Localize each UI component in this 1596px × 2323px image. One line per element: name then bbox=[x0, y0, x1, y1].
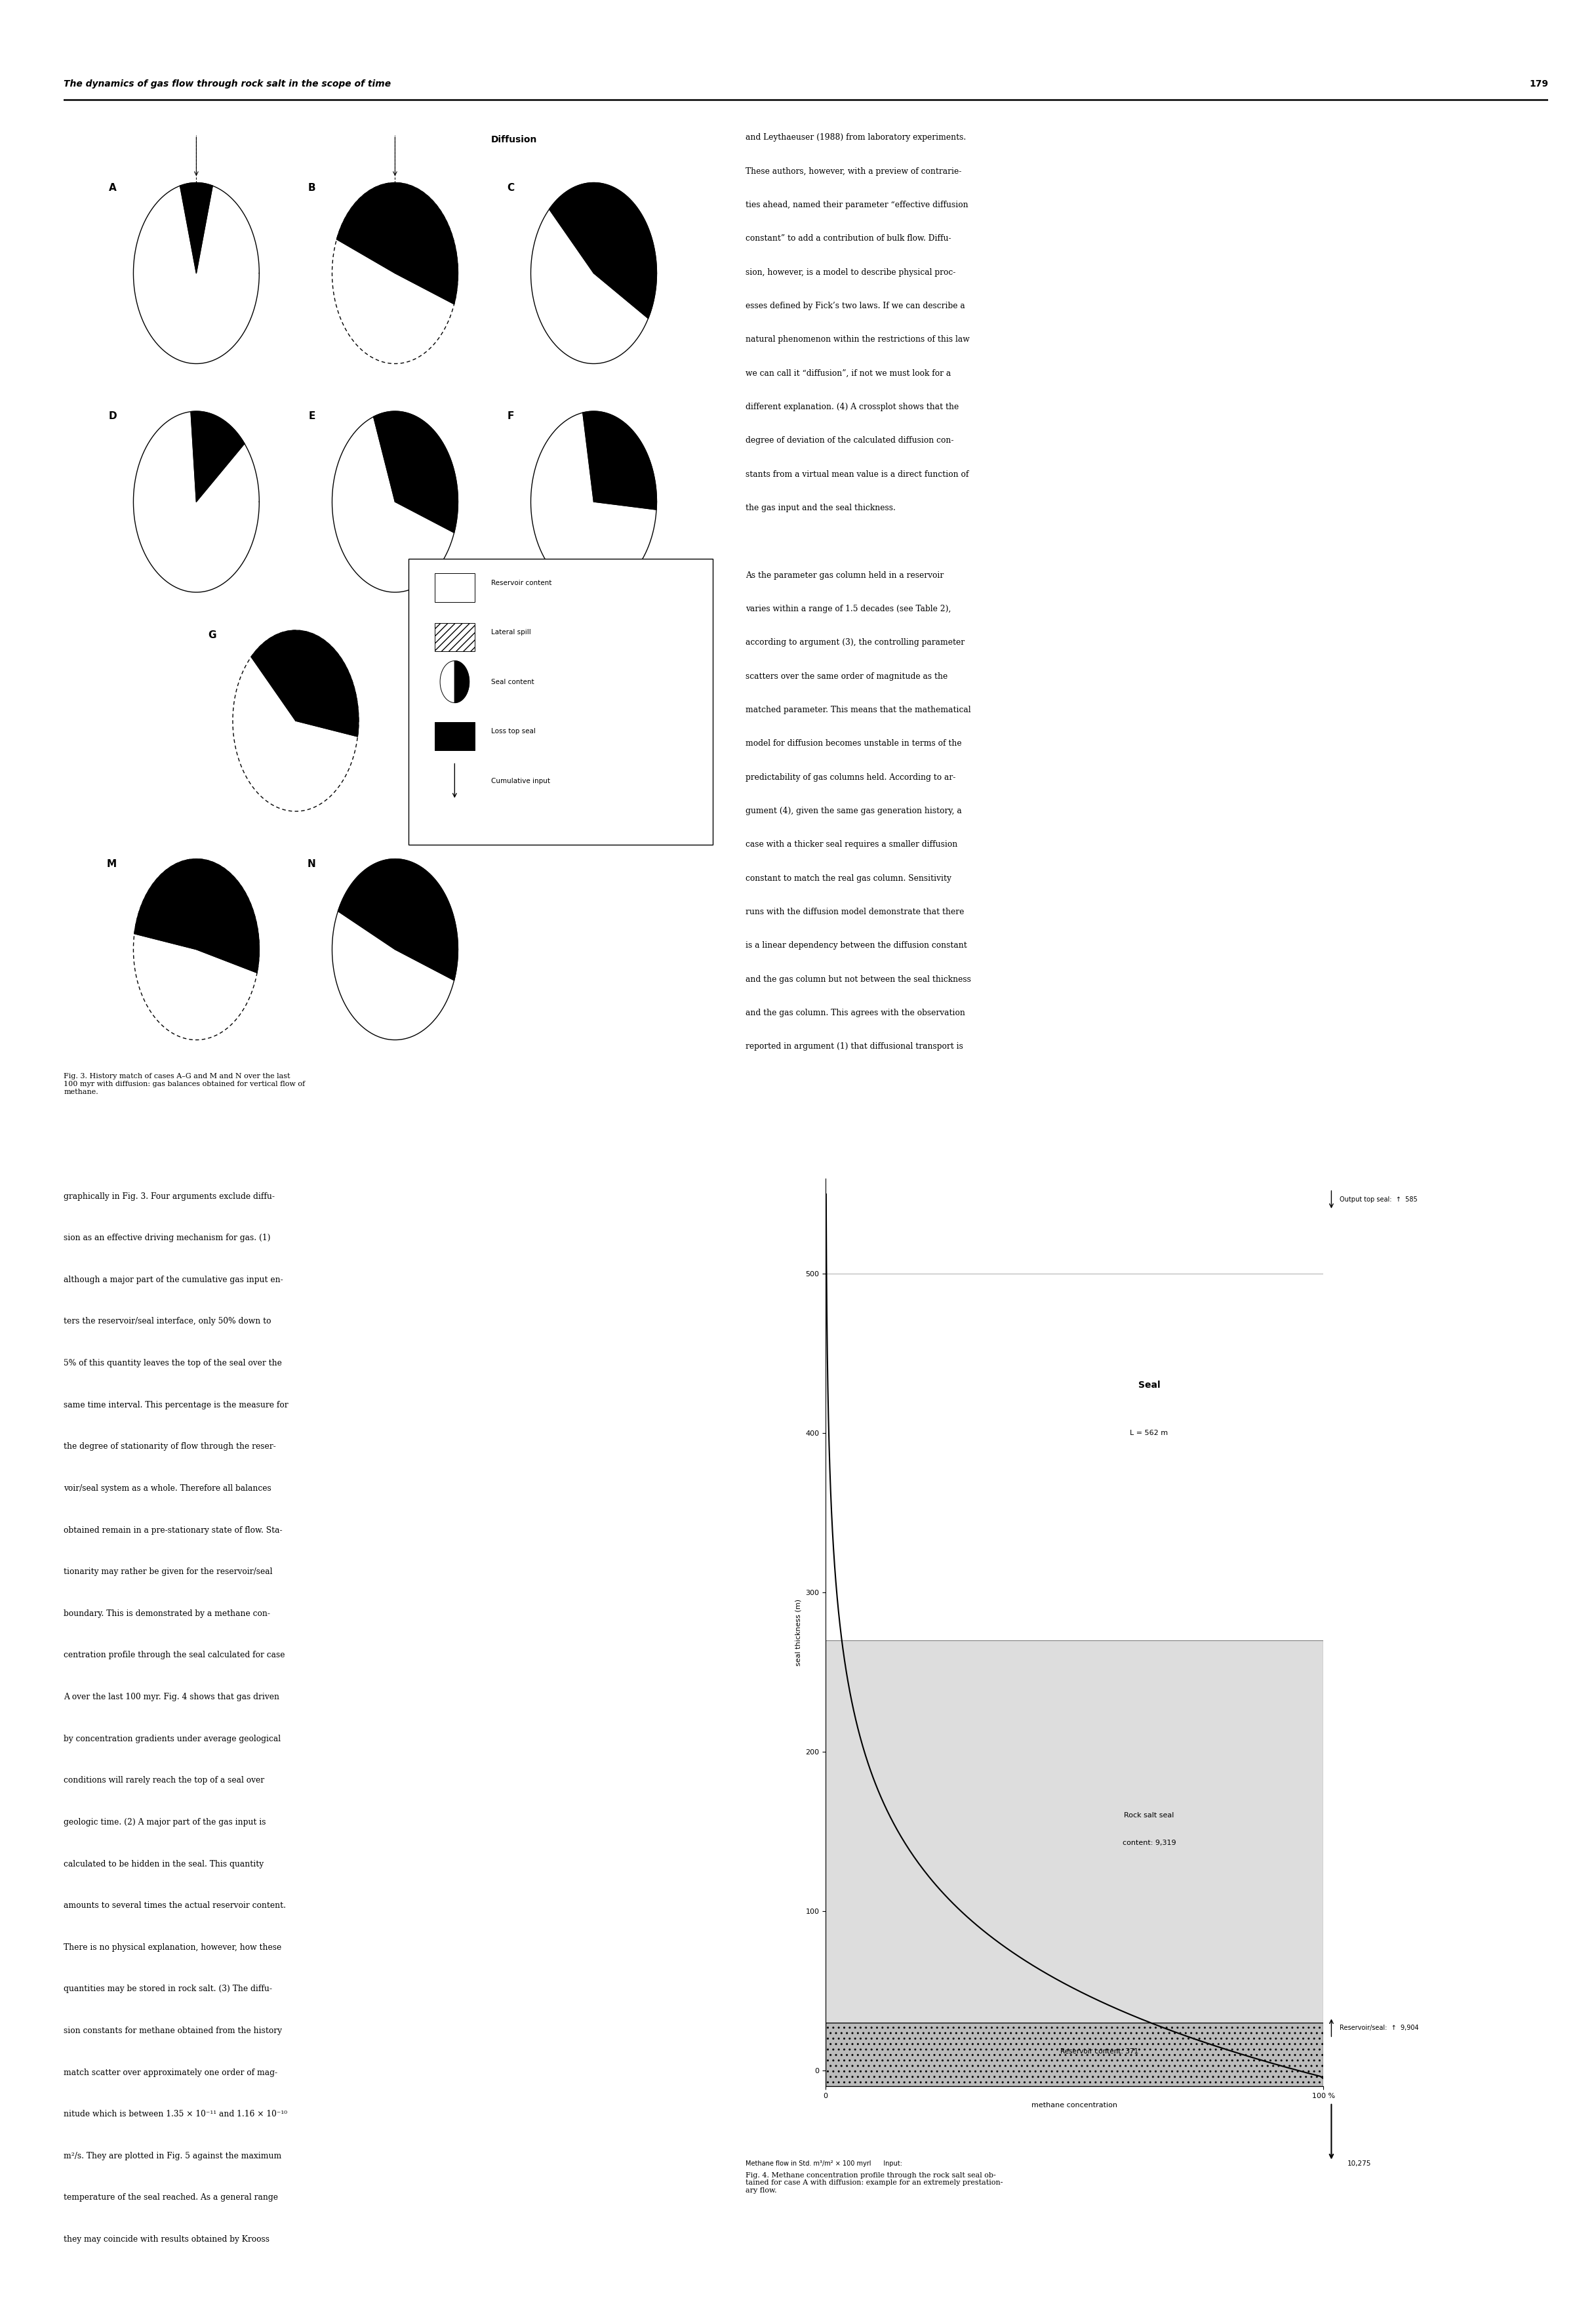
Text: voir/seal system as a whole. Therefore all balances: voir/seal system as a whole. Therefore a… bbox=[64, 1484, 271, 1494]
Text: These authors, however, with a preview of contrarie-: These authors, however, with a preview o… bbox=[745, 167, 961, 177]
Text: B: B bbox=[308, 184, 316, 193]
Text: graphically in Fig. 3. Four arguments exclude diffu-: graphically in Fig. 3. Four arguments ex… bbox=[64, 1192, 275, 1201]
Text: 10,275: 10,275 bbox=[1347, 2160, 1371, 2167]
Polygon shape bbox=[440, 660, 455, 704]
Text: conditions will rarely reach the top of a seal over: conditions will rarely reach the top of … bbox=[64, 1777, 265, 1784]
FancyBboxPatch shape bbox=[434, 623, 474, 650]
Text: temperature of the seal reached. As a general range: temperature of the seal reached. As a ge… bbox=[64, 2193, 278, 2202]
Text: Diffusion: Diffusion bbox=[492, 135, 538, 144]
Text: There is no physical explanation, however, how these: There is no physical explanation, howeve… bbox=[64, 1942, 282, 1951]
Text: tionarity may rather be given for the reservoir/seal: tionarity may rather be given for the re… bbox=[64, 1568, 273, 1575]
Polygon shape bbox=[180, 184, 212, 274]
Text: stants from a virtual mean value is a direct function of: stants from a virtual mean value is a di… bbox=[745, 469, 969, 479]
Text: nitude which is between 1.35 × 10⁻¹¹ and 1.16 × 10⁻¹⁰: nitude which is between 1.35 × 10⁻¹¹ and… bbox=[64, 2109, 287, 2119]
Text: scatters over the same order of magnitude as the: scatters over the same order of magnitud… bbox=[745, 671, 948, 681]
Text: centration profile through the seal calculated for case: centration profile through the seal calc… bbox=[64, 1652, 286, 1659]
Text: and the gas column but not between the seal thickness: and the gas column but not between the s… bbox=[745, 976, 970, 983]
Text: sion, however, is a model to describe physical proc-: sion, however, is a model to describe ph… bbox=[745, 267, 956, 276]
Text: The dynamics of gas flow through rock salt in the scope of time: The dynamics of gas flow through rock sa… bbox=[64, 79, 391, 88]
Polygon shape bbox=[549, 184, 656, 318]
Polygon shape bbox=[251, 630, 359, 736]
Text: D: D bbox=[109, 411, 117, 420]
Text: although a major part of the cumulative gas input en-: although a major part of the cumulative … bbox=[64, 1275, 284, 1285]
Text: Reservoir content: Reservoir content bbox=[492, 578, 552, 585]
Text: predictability of gas columns held. According to ar-: predictability of gas columns held. Acco… bbox=[745, 774, 956, 781]
Text: we can call it “diffusion”, if not we must look for a: we can call it “diffusion”, if not we mu… bbox=[745, 369, 951, 379]
Text: constant” to add a contribution of bulk flow. Diffu-: constant” to add a contribution of bulk … bbox=[745, 235, 951, 244]
Text: obtained remain in a pre-stationary state of flow. Sta-: obtained remain in a pre-stationary stat… bbox=[64, 1526, 282, 1536]
Text: same time interval. This percentage is the measure for: same time interval. This percentage is t… bbox=[64, 1401, 289, 1410]
Text: calculated to be hidden in the seal. This quantity: calculated to be hidden in the seal. Thi… bbox=[64, 1861, 263, 1868]
Text: by concentration gradients under average geological: by concentration gradients under average… bbox=[64, 1735, 281, 1742]
Text: Loss top seal: Loss top seal bbox=[492, 727, 536, 734]
Text: geologic time. (2) A major part of the gas input is: geologic time. (2) A major part of the g… bbox=[64, 1819, 267, 1826]
FancyBboxPatch shape bbox=[409, 560, 713, 846]
Text: constant to match the real gas column. Sensitivity: constant to match the real gas column. S… bbox=[745, 873, 951, 883]
Text: match scatter over approximately one order of mag-: match scatter over approximately one ord… bbox=[64, 2067, 278, 2077]
Text: N: N bbox=[306, 860, 316, 869]
Polygon shape bbox=[337, 184, 458, 304]
Text: M: M bbox=[107, 860, 117, 869]
Text: degree of deviation of the calculated diffusion con-: degree of deviation of the calculated di… bbox=[745, 437, 953, 446]
Text: different explanation. (4) A crossplot shows that the: different explanation. (4) A crossplot s… bbox=[745, 402, 959, 411]
Text: F: F bbox=[508, 411, 514, 420]
Text: runs with the diffusion model demonstrate that there: runs with the diffusion model demonstrat… bbox=[745, 908, 964, 915]
Polygon shape bbox=[373, 411, 458, 532]
Text: A: A bbox=[109, 184, 117, 193]
Text: E: E bbox=[308, 411, 316, 420]
Text: 179: 179 bbox=[1529, 79, 1548, 88]
Text: boundary. This is demonstrated by a methane con-: boundary. This is demonstrated by a meth… bbox=[64, 1610, 270, 1617]
Text: and the gas column. This agrees with the observation: and the gas column. This agrees with the… bbox=[745, 1008, 966, 1017]
Text: gument (4), given the same gas generation history, a: gument (4), given the same gas generatio… bbox=[745, 806, 961, 815]
Text: Lateral spill: Lateral spill bbox=[492, 630, 531, 637]
Polygon shape bbox=[134, 860, 259, 973]
Text: according to argument (3), the controlling parameter: according to argument (3), the controlli… bbox=[745, 639, 964, 646]
Text: natural phenomenon within the restrictions of this law: natural phenomenon within the restrictio… bbox=[745, 335, 969, 344]
Text: Seal content: Seal content bbox=[492, 678, 535, 685]
FancyBboxPatch shape bbox=[434, 574, 474, 602]
Text: m²/s. They are plotted in Fig. 5 against the maximum: m²/s. They are plotted in Fig. 5 against… bbox=[64, 2151, 282, 2160]
Text: they may coincide with results obtained by Krooss: they may coincide with results obtained … bbox=[64, 2235, 270, 2244]
Text: varies within a range of 1.5 decades (see Table 2),: varies within a range of 1.5 decades (se… bbox=[745, 604, 951, 613]
Text: case with a thicker seal requires a smaller diffusion: case with a thicker seal requires a smal… bbox=[745, 841, 958, 848]
Text: and Leythaeuser (1988) from laboratory experiments.: and Leythaeuser (1988) from laboratory e… bbox=[745, 132, 966, 142]
Text: Fig. 3. History match of cases A–G and M and N over the last
100 myr with diffus: Fig. 3. History match of cases A–G and M… bbox=[64, 1073, 305, 1094]
Text: Output top seal:  ↑  585: Output top seal: ↑ 585 bbox=[1339, 1196, 1417, 1203]
Text: Reservoir/seal:  ↑  9,904: Reservoir/seal: ↑ 9,904 bbox=[1339, 2023, 1419, 2030]
Text: ties ahead, named their parameter “effective diffusion: ties ahead, named their parameter “effec… bbox=[745, 200, 969, 209]
Text: is a linear dependency between the diffusion constant: is a linear dependency between the diffu… bbox=[745, 941, 967, 950]
Text: 5% of this quantity leaves the top of the seal over the: 5% of this quantity leaves the top of th… bbox=[64, 1359, 282, 1368]
Polygon shape bbox=[583, 411, 656, 509]
Polygon shape bbox=[338, 860, 458, 980]
Text: the degree of stationarity of flow through the reser-: the degree of stationarity of flow throu… bbox=[64, 1443, 276, 1452]
Text: G: G bbox=[207, 630, 215, 641]
Text: sion as an effective driving mechanism for gas. (1): sion as an effective driving mechanism f… bbox=[64, 1234, 271, 1243]
Text: quantities may be stored in rock salt. (3) The diffu-: quantities may be stored in rock salt. (… bbox=[64, 1984, 273, 1993]
Polygon shape bbox=[192, 411, 244, 502]
Text: C: C bbox=[508, 184, 514, 193]
FancyBboxPatch shape bbox=[434, 722, 474, 750]
Text: Cumulative input: Cumulative input bbox=[492, 778, 551, 785]
Text: the gas input and the seal thickness.: the gas input and the seal thickness. bbox=[745, 504, 895, 511]
Text: A over the last 100 myr. Fig. 4 shows that gas driven: A over the last 100 myr. Fig. 4 shows th… bbox=[64, 1693, 279, 1700]
Text: amounts to several times the actual reservoir content.: amounts to several times the actual rese… bbox=[64, 1903, 286, 1910]
Text: ters the reservoir/seal interface, only 50% down to: ters the reservoir/seal interface, only … bbox=[64, 1317, 271, 1326]
Text: model for diffusion becomes unstable in terms of the: model for diffusion becomes unstable in … bbox=[745, 739, 961, 748]
Text: Methane flow in Std. m³/m² × 100 myrl      Input:: Methane flow in Std. m³/m² × 100 myrl In… bbox=[745, 2160, 902, 2167]
Polygon shape bbox=[455, 660, 469, 704]
Text: sion constants for methane obtained from the history: sion constants for methane obtained from… bbox=[64, 2026, 282, 2035]
Text: As the parameter gas column held in a reservoir: As the parameter gas column held in a re… bbox=[745, 571, 943, 578]
Text: matched parameter. This means that the mathematical: matched parameter. This means that the m… bbox=[745, 706, 970, 713]
Text: reported in argument (1) that diffusional transport is: reported in argument (1) that diffusiona… bbox=[745, 1043, 962, 1050]
Text: Fig. 4. Methane concentration profile through the rock salt seal ob-
tained for : Fig. 4. Methane concentration profile th… bbox=[745, 2172, 1002, 2193]
Text: esses defined by Fick’s two laws. If we can describe a: esses defined by Fick’s two laws. If we … bbox=[745, 302, 966, 311]
